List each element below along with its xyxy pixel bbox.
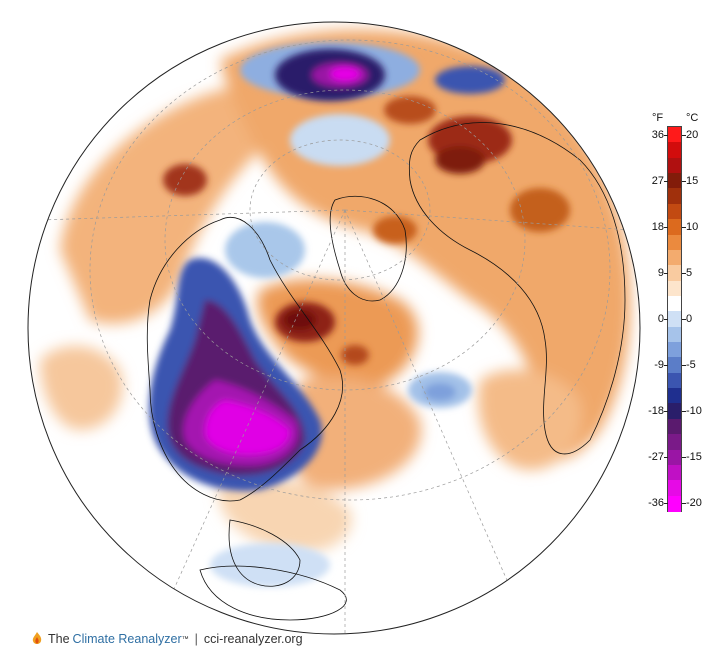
legend-swatch <box>668 342 681 358</box>
legend-tick-celsius: -10 <box>686 405 702 417</box>
coastlines <box>146 122 626 621</box>
legend-tickmark <box>682 181 686 182</box>
legend-color-bar <box>667 126 682 512</box>
legend-tickmark <box>664 503 668 504</box>
legend-swatch <box>668 127 681 143</box>
legend-tick-fahrenheit: 18 <box>651 221 664 233</box>
legend-swatch <box>668 249 681 266</box>
legend-tickmark <box>682 273 686 274</box>
legend-tickmark <box>664 181 668 182</box>
legend-swatch <box>668 464 681 481</box>
website-link[interactable]: cci-reanalyzer.org <box>203 632 303 646</box>
footer-separator: | <box>194 632 198 646</box>
legend-swatch <box>668 265 681 282</box>
legend-tickmark <box>682 319 686 320</box>
legend-unit-fahrenheit: °F <box>652 112 664 124</box>
brand-trademark: ™ <box>181 635 189 643</box>
legend-tick-celsius: 15 <box>686 175 699 187</box>
legend-swatch <box>668 234 681 251</box>
legend-tick-fahrenheit: -36 <box>648 497 664 509</box>
legend-swatch <box>668 188 681 205</box>
legend-tickmark <box>664 135 668 136</box>
legend-tick-fahrenheit: 36 <box>651 129 664 141</box>
legend-swatch <box>668 203 681 220</box>
legend-swatch <box>668 449 681 466</box>
legend-tick-celsius: -20 <box>686 497 702 509</box>
brand-climate: Climate <box>72 632 115 646</box>
legend-tick-fahrenheit: -9 <box>654 359 664 371</box>
legend-tick-celsius: -15 <box>686 451 702 463</box>
legend-tickmark <box>682 135 686 136</box>
legend-swatch <box>668 142 681 159</box>
legend-swatch <box>668 280 681 297</box>
legend-swatch <box>668 388 681 405</box>
legend-swatch <box>668 173 681 190</box>
legend-swatch <box>668 357 681 374</box>
legend-swatch <box>668 418 681 435</box>
brand-reanalyzer: Reanalyzer <box>118 632 182 646</box>
brand-the: The <box>48 632 70 646</box>
legend-swatch <box>668 326 681 343</box>
legend-swatch <box>668 480 681 497</box>
globe-outline <box>27 21 641 635</box>
legend-tickmark <box>664 227 668 228</box>
legend-swatch <box>668 434 681 451</box>
legend-tickmark <box>664 411 668 412</box>
legend-swatch <box>668 157 681 174</box>
legend-swatch <box>668 311 681 328</box>
legend-tick-celsius: 10 <box>686 221 699 233</box>
legend-tick-celsius: 0 <box>686 313 693 325</box>
legend-unit-celsius: °C <box>686 112 699 124</box>
legend-tick-fahrenheit: -18 <box>648 405 664 417</box>
legend-tickmark <box>682 503 686 504</box>
legend-tickmark <box>664 319 668 320</box>
legend-tickmark <box>682 411 686 412</box>
legend-tickmark <box>664 457 668 458</box>
legend-tickmark <box>664 273 668 274</box>
legend-tick-celsius: -5 <box>686 359 696 371</box>
flame-icon <box>32 632 42 644</box>
legend-tick-fahrenheit: 0 <box>657 313 664 325</box>
legend-tickmark <box>682 365 686 366</box>
legend-tickmark <box>664 365 668 366</box>
legend-swatch <box>668 372 681 389</box>
legend-tick-celsius: 5 <box>686 267 693 279</box>
legend-tick-celsius: 20 <box>686 129 699 141</box>
legend-tick-fahrenheit: 27 <box>651 175 664 187</box>
legend-tickmark <box>682 227 686 228</box>
legend-tickmark <box>682 457 686 458</box>
graticule <box>39 39 631 634</box>
legend-tick-fahrenheit: 9 <box>657 267 664 279</box>
legend-tick-fahrenheit: -27 <box>648 451 664 463</box>
legend-swatch <box>668 295 681 312</box>
legend-swatch <box>668 403 681 420</box>
legend-swatch <box>668 495 681 512</box>
legend-swatch <box>668 219 681 236</box>
footer-branding: The Climate Reanalyzer ™ | cci-reanalyzer… <box>30 630 303 648</box>
